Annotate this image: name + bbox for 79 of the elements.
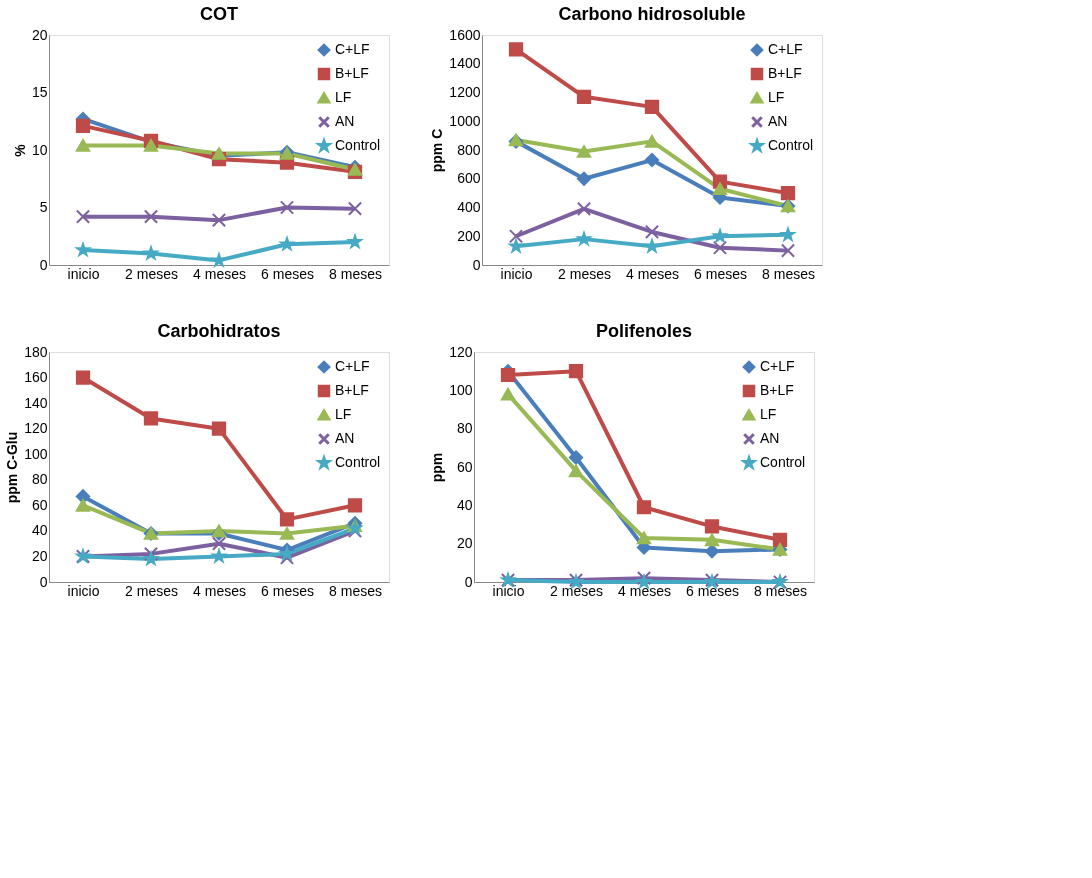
- legend-label: B+LF: [768, 65, 802, 81]
- y-tick-label: 0: [39, 256, 48, 273]
- y-tick-label: 40: [456, 496, 473, 513]
- legend-label: C+LF: [760, 358, 795, 374]
- y-tick-label: 0: [464, 573, 473, 590]
- y-tick-label: 60: [456, 458, 473, 475]
- legend-label: C+LF: [335, 358, 370, 374]
- y-tick-label: 1000: [449, 112, 481, 129]
- y-tick-label: 20: [31, 26, 48, 43]
- x-tick-label: 8 meses: [754, 582, 807, 599]
- y-tick-label: 160: [24, 369, 48, 386]
- legend-label: AN: [335, 113, 355, 129]
- legend-label: Control: [768, 137, 814, 153]
- x-tick-label: 6 meses: [686, 582, 739, 599]
- legend-label: AN: [768, 113, 788, 129]
- chart-title: Polifenoles: [595, 321, 693, 341]
- x-tick-label: 2 meses: [558, 265, 611, 282]
- y-axis-title: ppm: [429, 452, 446, 483]
- x-tick-label: 2 meses: [125, 582, 178, 599]
- legend-label: AN: [760, 430, 780, 446]
- y-tick-label: 400: [457, 199, 481, 215]
- legend-label: LF: [335, 89, 352, 105]
- y-tick-label: 1200: [449, 84, 481, 100]
- chart-title: Carbono hidrosoluble: [558, 4, 746, 24]
- y-tick-label: 600: [457, 170, 481, 187]
- x-tick-label: inicio: [67, 582, 100, 599]
- legend-label: LF: [335, 406, 352, 422]
- legend-label: Control: [335, 454, 381, 470]
- legend-label: AN: [335, 430, 355, 446]
- legend-label: LF: [768, 89, 785, 105]
- x-tick-label: 8 meses: [762, 265, 815, 282]
- y-tick-label: 180: [24, 343, 48, 360]
- legend-label: C+LF: [768, 41, 803, 57]
- y-tick-label: 120: [449, 343, 473, 360]
- x-tick-label: inicio: [492, 582, 525, 599]
- legend-label: Control: [760, 454, 806, 470]
- x-tick-label: 8 meses: [329, 582, 382, 599]
- y-axis-title: %: [11, 143, 28, 157]
- y-tick-label: 800: [457, 141, 481, 158]
- y-tick-label: 60: [31, 496, 48, 513]
- y-tick-label: 0: [39, 573, 48, 590]
- y-tick-label: 1400: [449, 55, 481, 72]
- chart-title: Carbohidratos: [157, 321, 281, 341]
- legend-label: Control: [335, 137, 381, 153]
- y-tick-label: 15: [31, 84, 48, 100]
- legend-label: B+LF: [760, 382, 794, 398]
- y-tick-label: 80: [31, 471, 48, 488]
- y-tick-label: 200: [457, 227, 481, 244]
- x-tick-label: 6 meses: [261, 582, 314, 599]
- y-tick-label: 120: [24, 420, 48, 437]
- x-tick-label: 8 meses: [329, 265, 382, 282]
- y-tick-label: 100: [449, 381, 473, 398]
- x-tick-label: inicio: [500, 265, 533, 282]
- x-tick-label: 6 meses: [261, 265, 314, 282]
- x-tick-label: 4 meses: [626, 265, 679, 282]
- y-tick-label: 1600: [449, 26, 481, 43]
- y-tick-label: 100: [24, 445, 48, 462]
- x-tick-label: 4 meses: [193, 265, 246, 282]
- y-tick-label: 140: [24, 394, 48, 411]
- legend-label: B+LF: [335, 382, 369, 398]
- y-axis-title: ppm C: [429, 128, 446, 173]
- y-tick-label: 20: [456, 535, 473, 552]
- y-tick-label: 40: [31, 522, 48, 539]
- y-axis-title: ppm C-Glu: [4, 431, 21, 504]
- chart-title: COT: [200, 4, 238, 24]
- x-tick-label: 4 meses: [193, 582, 246, 599]
- y-tick-label: 5: [39, 199, 48, 215]
- y-tick-label: 80: [456, 420, 473, 437]
- y-tick-label: 0: [472, 256, 481, 273]
- x-tick-label: 4 meses: [618, 582, 671, 599]
- x-tick-label: 6 meses: [694, 265, 747, 282]
- legend-label: C+LF: [335, 41, 370, 57]
- x-tick-label: 2 meses: [125, 265, 178, 282]
- x-tick-label: 2 meses: [550, 582, 603, 599]
- legend-label: LF: [760, 406, 777, 422]
- x-tick-label: inicio: [67, 265, 100, 282]
- y-tick-label: 10: [31, 141, 48, 158]
- legend-label: B+LF: [335, 65, 369, 81]
- y-tick-label: 20: [31, 547, 48, 564]
